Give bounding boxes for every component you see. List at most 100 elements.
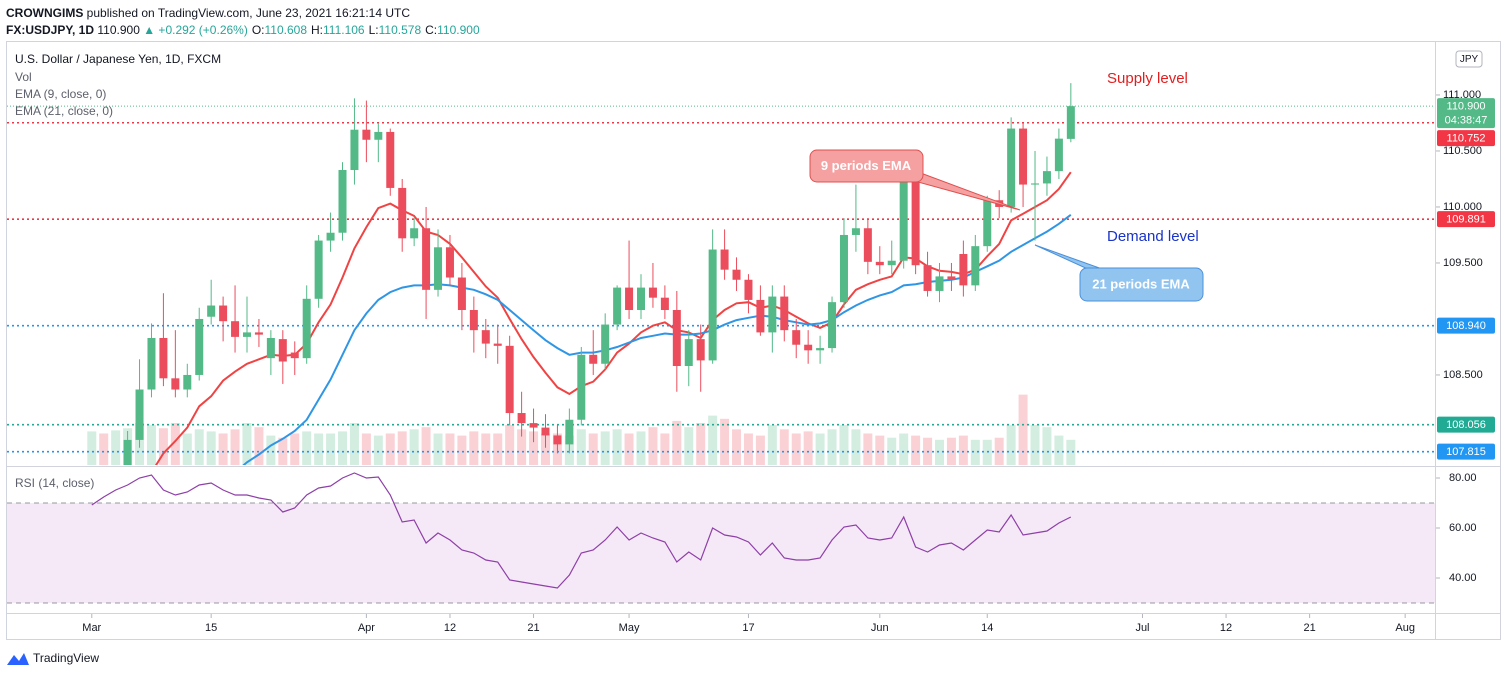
candle-body	[553, 435, 562, 445]
candle-body	[231, 321, 240, 337]
volume-bar	[302, 431, 312, 465]
volume-bar	[361, 433, 371, 465]
y-tick-label: 109.500	[1443, 257, 1483, 269]
volume-bar	[314, 433, 324, 465]
candle-body	[457, 277, 466, 311]
candle-body	[911, 180, 920, 266]
candle-body	[338, 170, 347, 233]
price-label-box	[1437, 416, 1495, 433]
candle-body	[481, 330, 490, 344]
volume-bar	[206, 431, 216, 465]
volume-bar	[899, 433, 909, 465]
volume-bar	[755, 435, 765, 465]
x-tick-label: Aug	[1395, 622, 1415, 634]
ema9-arrow	[917, 171, 1021, 211]
candle-body	[123, 439, 132, 465]
volume-bar	[481, 433, 491, 465]
candle-body	[851, 228, 860, 235]
brand: TradingView	[33, 651, 99, 665]
volume-bar	[445, 433, 455, 465]
candle-body	[816, 348, 825, 351]
symbol: FX:USDJPY, 1D	[6, 23, 95, 37]
ema21-callout	[1079, 267, 1204, 302]
volume-bar	[1018, 394, 1028, 465]
currency-box	[1455, 50, 1483, 68]
published: published on TradingView.com, June 23, 2…	[86, 6, 410, 20]
volume-bar	[672, 420, 682, 465]
volume-bar	[827, 429, 837, 465]
author: CROWNGIMS	[6, 6, 84, 20]
candle-body	[935, 276, 944, 291]
volume-bar	[266, 435, 276, 465]
publish-line: CROWNGIMS published on TradingView.com, …	[6, 6, 410, 20]
ohlc-value: 110.578	[378, 23, 422, 37]
volume-bar	[182, 433, 192, 465]
volume-bar	[612, 429, 622, 465]
candle-body	[469, 310, 478, 331]
candle-body	[1066, 106, 1075, 139]
volume-bar	[111, 430, 121, 465]
x-tick-label: 17	[742, 622, 754, 634]
volume-bar	[517, 429, 527, 465]
y-tick-label: 110.000	[1443, 201, 1482, 213]
candle-body	[445, 247, 454, 278]
volume-bar	[1042, 427, 1052, 465]
ema9-callout	[809, 149, 924, 183]
volume-bar	[684, 427, 694, 465]
chart-title: U.S. Dollar / Japanese Yen, 1D, FXCM	[15, 52, 221, 66]
candle-body	[756, 299, 765, 333]
volume-bar	[373, 435, 383, 465]
volume-bar	[99, 433, 109, 465]
brand-logo	[7, 653, 29, 665]
volume-bar	[588, 433, 598, 465]
candle-body	[660, 297, 669, 311]
price-label: 108.056	[1446, 419, 1486, 431]
candle-body	[839, 234, 848, 303]
ohlc-label: C:	[425, 23, 438, 37]
volume-bar	[660, 433, 670, 465]
y-tick-label: 110.500	[1443, 145, 1482, 157]
rsi-tick-label: 60.00	[1449, 522, 1477, 534]
candle-body	[362, 129, 371, 140]
candle-body	[278, 339, 287, 362]
volume-bar	[194, 429, 204, 465]
volume-bar	[158, 428, 168, 465]
candle-body	[601, 324, 610, 364]
volume-bar	[600, 431, 610, 465]
price-label: 110.752	[1447, 133, 1486, 145]
x-tick-label: 12	[1220, 622, 1232, 634]
candle-body	[505, 345, 514, 414]
volume-bar	[803, 431, 813, 465]
x-tick-label: 15	[205, 622, 217, 634]
x-tick-label: May	[619, 622, 640, 634]
candle-body	[708, 249, 717, 361]
supply-label: Supply level	[1107, 70, 1188, 87]
ema21-arrow	[1034, 244, 1106, 271]
volume-bar	[385, 433, 395, 465]
x-tick-label: Jun	[871, 622, 889, 634]
price-label-box	[1437, 98, 1495, 129]
ohlc-label: O:	[251, 23, 265, 37]
candle-body	[266, 337, 275, 359]
candle-body	[959, 254, 968, 286]
volume-bar	[469, 431, 479, 465]
x-tick-label: 21	[527, 622, 539, 634]
volume-bar	[732, 429, 742, 465]
rsi-line	[91, 472, 1072, 589]
candle-body	[648, 287, 657, 298]
volume-bar	[242, 423, 252, 465]
ohlc-value: 110.608	[264, 23, 308, 37]
volume-bar	[1030, 425, 1040, 465]
volume-bar	[1066, 439, 1076, 465]
volume-bar	[146, 425, 156, 465]
ohlc-line: FX:USDJPY, 1D 110.900 ▲ +0.292 (+0.26%) O…	[6, 23, 480, 37]
legend-vol: Vol	[15, 70, 32, 84]
price-label-box	[1437, 443, 1495, 460]
volume-bar	[349, 423, 359, 465]
candle-body	[804, 344, 813, 351]
legend-ema9: EMA (9, close, 0)	[15, 87, 106, 101]
volume-bar	[397, 431, 407, 465]
frame	[6, 41, 1501, 640]
volume-bar	[946, 437, 956, 465]
